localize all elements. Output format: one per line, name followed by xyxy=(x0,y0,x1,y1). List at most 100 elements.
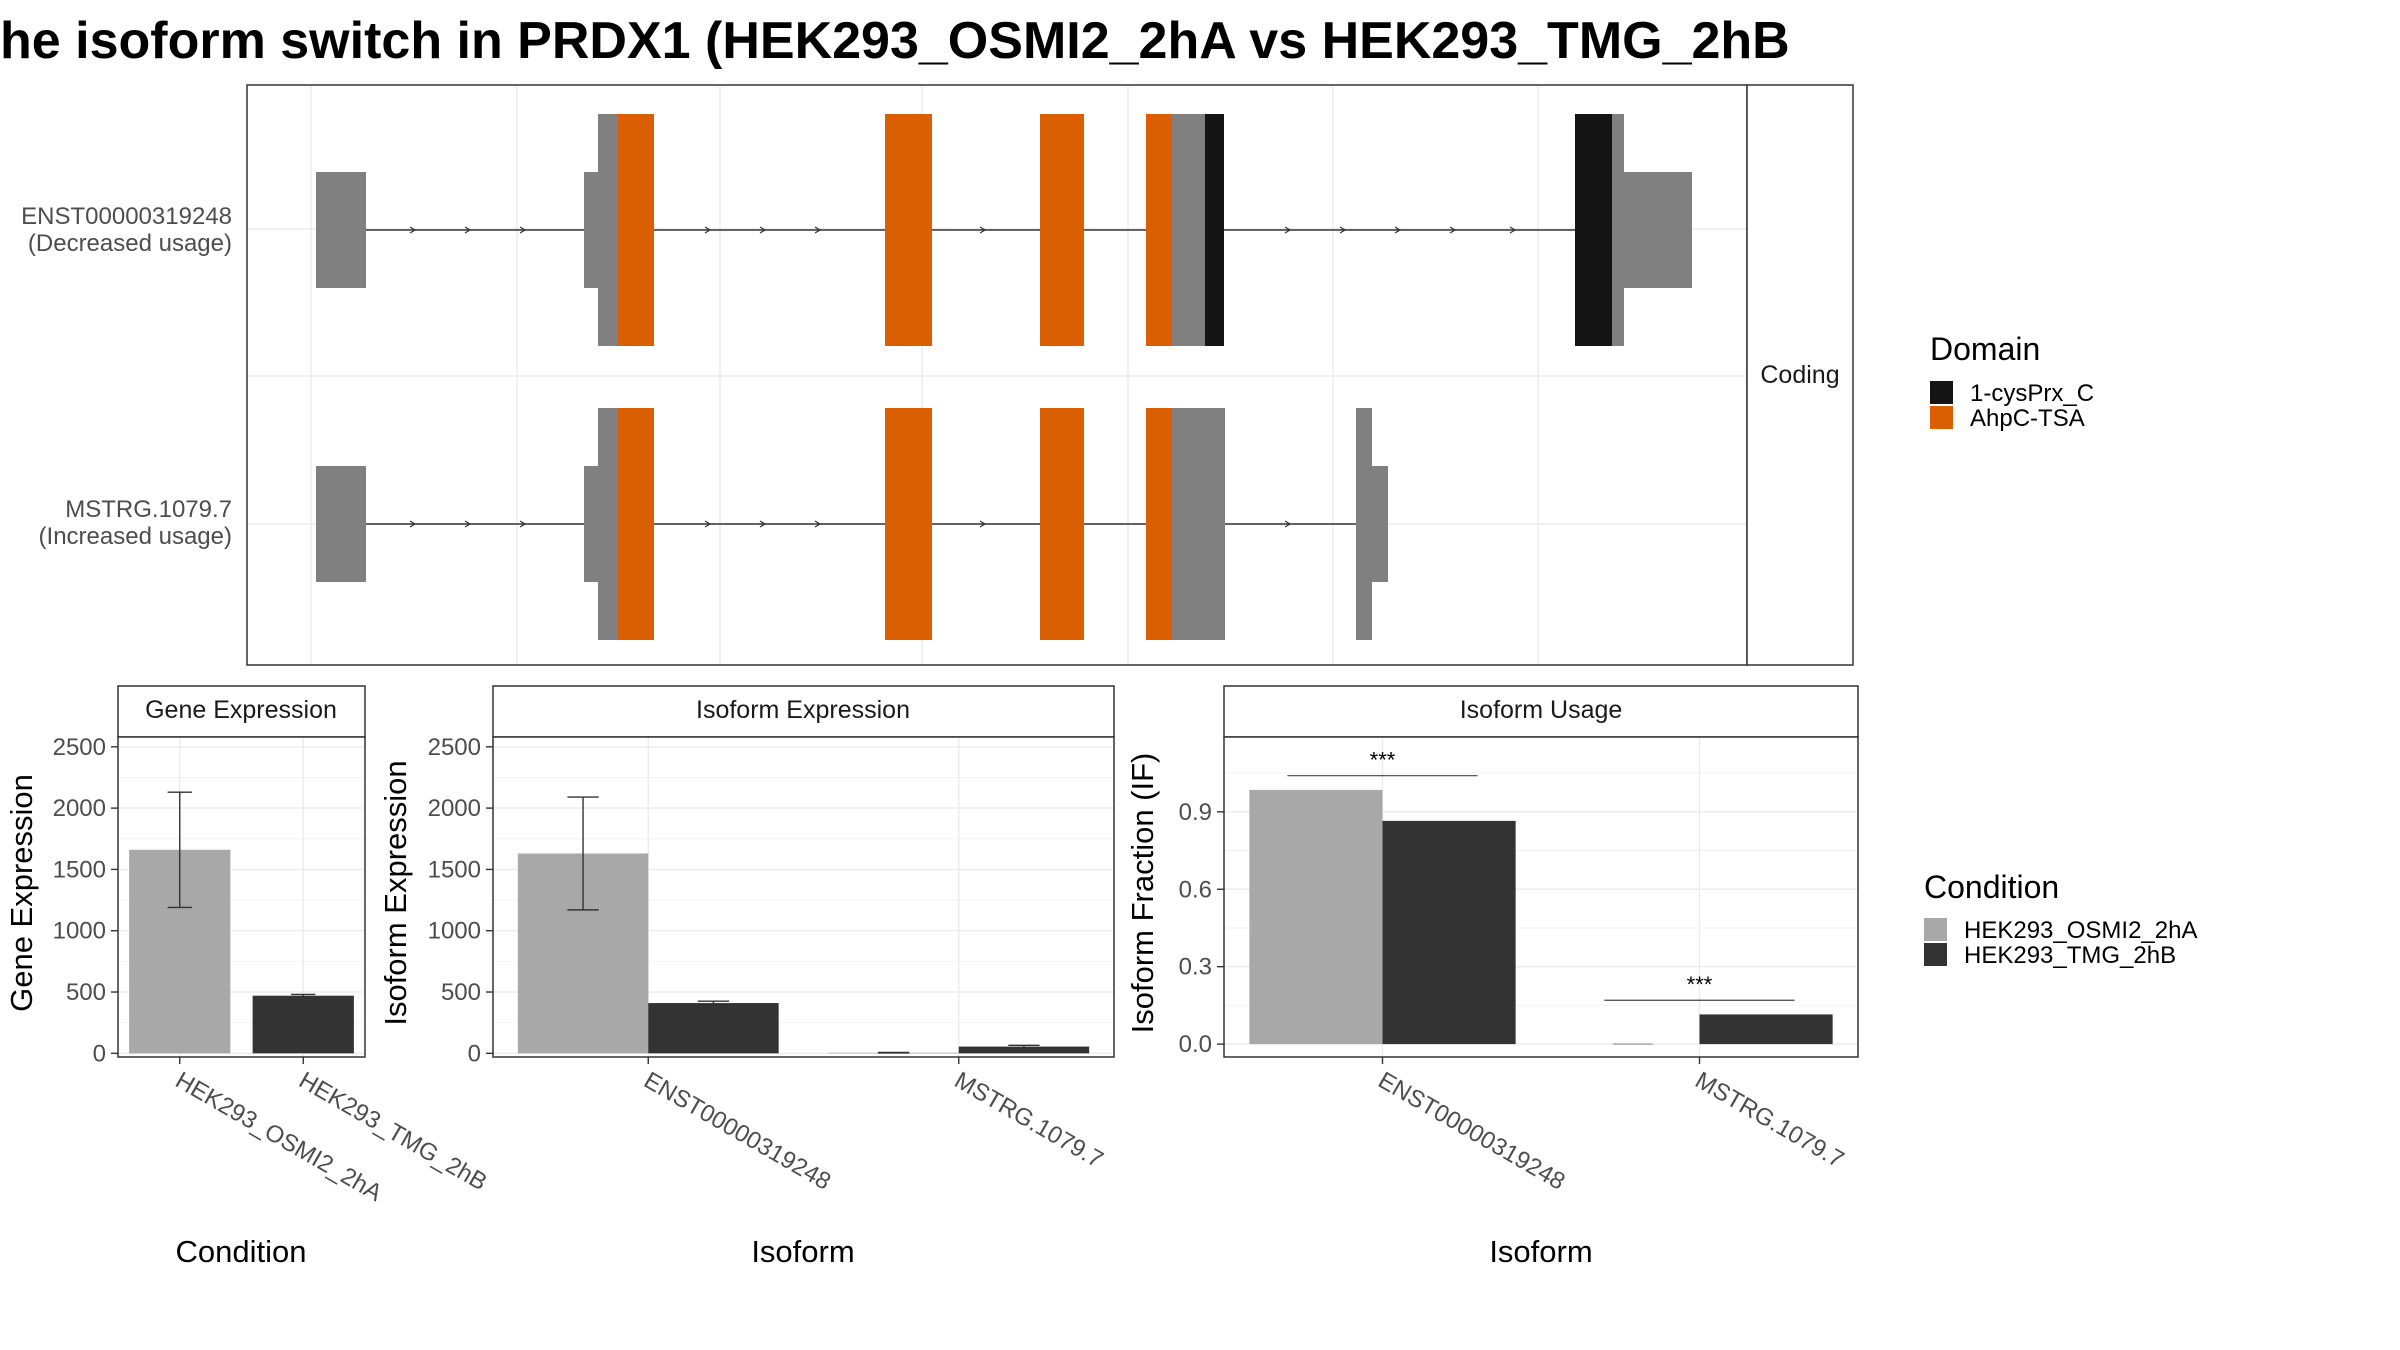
chart-strip-box xyxy=(492,685,1115,738)
intron-direction-arrow xyxy=(464,520,472,528)
x-tick-label: MSTRG.1079.7 xyxy=(950,1067,1108,1174)
domain-1cysprx-block xyxy=(1205,114,1224,346)
utr-exon-block xyxy=(1356,408,1372,640)
intron-direction-arrow xyxy=(519,226,527,234)
transcript-label-1: ENST00000319248 xyxy=(21,203,232,230)
y-tick-label: 1000 xyxy=(428,918,481,945)
domain-ahpc-block xyxy=(1040,408,1084,640)
utr-exon-block xyxy=(316,172,366,288)
x-tick-label: MSTRG.1079.7 xyxy=(1691,1067,1849,1174)
x-tick-label: ENST00000319248 xyxy=(639,1067,835,1196)
utr-exon-block xyxy=(584,172,598,288)
intron-direction-arrow xyxy=(814,226,822,234)
domain-ahpc-block xyxy=(1146,114,1172,346)
intron-direction-arrow xyxy=(1284,226,1292,234)
gene-expression-y-title: Gene Expression xyxy=(4,774,39,1012)
domain-ahpc-block xyxy=(885,114,932,346)
condition-legend-title: Condition xyxy=(1924,869,2059,905)
transcript-panel: Coding ENST00000319248 (Decreased usage)… xyxy=(21,84,1854,666)
utr-exon-block xyxy=(1612,114,1624,346)
chart-panel-border xyxy=(117,736,366,1058)
utr-exon-block xyxy=(316,466,366,582)
utr-exon-block xyxy=(598,408,618,640)
y-tick-label: 1500 xyxy=(428,856,481,883)
bar-tmg xyxy=(648,1003,779,1054)
condition-legend: Condition HEK293_OSMI2_2hA HEK293_TMG_2h… xyxy=(1924,869,2197,969)
domain-legend: Domain 1-cysPrx_C AhpC-TSA xyxy=(1930,331,2094,432)
intron-direction-arrow xyxy=(409,226,417,234)
bar-osmi2 xyxy=(1249,789,1383,1045)
intron-direction-arrow xyxy=(759,520,767,528)
y-tick-label: 0.6 xyxy=(1179,876,1212,903)
significance-label: *** xyxy=(1370,748,1396,773)
intron-direction-arrow xyxy=(814,520,822,528)
domain-ahpc-block xyxy=(1146,408,1172,640)
isoform-usage-chart: Isoform Usage *** *** 0.0 0.3 0.6 0.9 ENST0000… xyxy=(1179,685,1859,1196)
isoform-usage-y-title: Isoform Fraction (IF) xyxy=(1125,753,1160,1034)
y-tick-label: 0 xyxy=(468,1040,481,1067)
bar-tmg xyxy=(1699,1014,1833,1045)
isoform-usage-x-title: Isoform xyxy=(1489,1234,1592,1269)
domain-ahpc-block xyxy=(1040,114,1084,346)
utr-exon-block xyxy=(1172,114,1205,346)
condition-legend-swatch-tmg xyxy=(1924,943,1947,966)
y-tick-label: 2000 xyxy=(53,795,106,822)
significance-label: *** xyxy=(1687,972,1713,997)
gene-expression-x-title: Condition xyxy=(176,1234,307,1269)
domain-ahpc-block xyxy=(885,408,932,640)
isoform-expression-chart: Isoform Expression 0 500 1000 1500 2000 2500 E… xyxy=(428,685,1115,1196)
figure-title: he isoform switch in PRDX1 (HEK293_OSMI2… xyxy=(0,12,1790,70)
y-tick-label: 2000 xyxy=(428,795,481,822)
utr-exon-block xyxy=(584,466,598,582)
intron-direction-arrow xyxy=(1509,226,1517,234)
domain-legend-swatch-1cysprx xyxy=(1930,381,1953,404)
isoform-expression-y-title: Isoform Expression xyxy=(378,760,413,1025)
intron-direction-arrow xyxy=(464,226,472,234)
transcript-usage-note-1: (Decreased usage) xyxy=(28,230,232,257)
domain-legend-swatch-ahpc xyxy=(1930,406,1953,429)
utr-exon-block xyxy=(1624,172,1692,288)
x-tick-label: HEK293_OSMI2_2hA xyxy=(171,1067,387,1207)
coding-strip-label: Coding xyxy=(1760,361,1839,389)
domain-legend-label-ahpc: AhpC-TSA xyxy=(1970,405,2085,432)
y-tick-label: 0.3 xyxy=(1179,954,1212,981)
y-tick-label: 500 xyxy=(66,979,106,1006)
y-tick-label: 500 xyxy=(441,979,481,1006)
utr-exon-block xyxy=(1172,408,1225,640)
y-tick-label: 0 xyxy=(93,1040,106,1067)
coding-strip xyxy=(1746,84,1854,666)
bar-tmg xyxy=(252,995,354,1054)
transcript-usage-note-2: (Increased usage) xyxy=(39,523,232,550)
intron-direction-arrow xyxy=(1284,520,1292,528)
transcript-features xyxy=(316,114,1692,640)
domain-ahpc-block xyxy=(618,408,654,640)
intron-direction-arrow xyxy=(759,226,767,234)
intron-direction-arrow xyxy=(979,226,987,234)
condition-legend-label-osmi2: HEK293_OSMI2_2hA xyxy=(1964,917,2197,944)
domain-legend-title: Domain xyxy=(1930,331,2040,367)
isoform-expression-x-title: Isoform xyxy=(751,1234,854,1269)
condition-legend-label-tmg: HEK293_TMG_2hB xyxy=(1964,942,2176,969)
intron-direction-arrow xyxy=(979,520,987,528)
x-tick-label: ENST00000319248 xyxy=(1374,1067,1570,1196)
intron-direction-arrow xyxy=(409,520,417,528)
intron-direction-arrow xyxy=(1394,226,1402,234)
y-tick-label: 0.9 xyxy=(1179,799,1212,826)
isoform-expression-strip-label: Isoform Expression xyxy=(696,696,910,724)
intron-direction-arrow xyxy=(1449,226,1457,234)
bar-tmg xyxy=(958,1046,1090,1054)
isoform-usage-strip-label: Isoform Usage xyxy=(1460,696,1623,724)
domain-ahpc-block xyxy=(618,114,654,346)
intron-direction-arrow xyxy=(519,520,527,528)
y-tick-label: 1000 xyxy=(53,918,106,945)
y-tick-label: 2500 xyxy=(53,734,106,761)
intron-direction-arrow xyxy=(1339,226,1347,234)
utr-exon-block xyxy=(598,114,618,346)
y-tick-label: 2500 xyxy=(428,734,481,761)
chart-panel-border xyxy=(492,736,1115,1058)
transcript-label-2: MSTRG.1079.7 xyxy=(65,496,232,523)
transcript-panel-background xyxy=(247,85,1747,665)
condition-legend-swatch-osmi2 xyxy=(1924,918,1947,941)
intron-direction-arrow xyxy=(704,226,712,234)
